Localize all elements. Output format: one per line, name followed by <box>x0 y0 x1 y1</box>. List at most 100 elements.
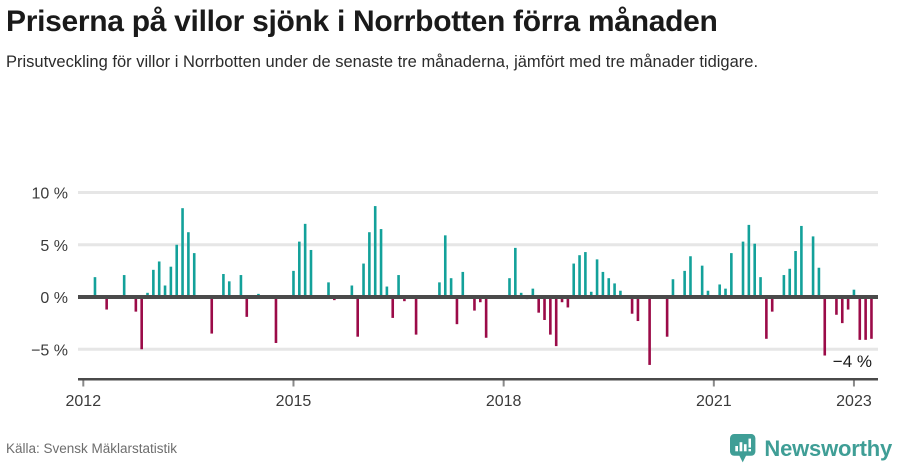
x-tick <box>502 380 505 387</box>
x-tick-label: 2015 <box>276 393 312 410</box>
value-annotation: −4 % <box>833 352 872 371</box>
brand-name: Newsworthy <box>764 436 892 461</box>
bar <box>683 270 686 297</box>
bar-series <box>93 206 873 365</box>
bar <box>298 241 301 297</box>
page-subtitle: Prisutveckling för villor i Norrbotten u… <box>6 53 759 72</box>
bar <box>572 263 576 297</box>
y-axis-tick-labels: 10 % 5 % 0 % −5 % <box>31 186 68 360</box>
zero-line <box>78 295 878 299</box>
x-tick-label: 2018 <box>486 393 522 410</box>
bar <box>578 255 581 297</box>
bar <box>689 256 692 297</box>
bar <box>175 244 179 297</box>
bar <box>93 277 97 297</box>
bar <box>373 206 377 297</box>
bar <box>800 225 803 297</box>
bar <box>835 297 838 315</box>
bar <box>589 291 593 297</box>
x-axis-line <box>78 378 878 387</box>
bar <box>817 267 821 297</box>
bar <box>753 243 756 297</box>
bar <box>362 263 365 297</box>
bar <box>379 229 383 297</box>
zero-axis-line <box>78 295 878 299</box>
x-axis-tick-labels: 2012 2015 2018 2021 2023 <box>66 393 872 410</box>
bar <box>584 252 587 297</box>
bar <box>245 297 249 317</box>
bar <box>385 286 389 297</box>
bar <box>770 297 774 312</box>
bar <box>782 275 786 297</box>
bar <box>788 268 792 297</box>
bar <box>823 297 827 356</box>
bar <box>595 259 599 297</box>
bar <box>613 283 616 297</box>
bar <box>368 232 371 297</box>
annotation-label: −4 % <box>833 352 872 371</box>
x-tick <box>852 380 855 387</box>
page-title: Priserna på villor sjönk i Norrbotten fö… <box>6 5 718 38</box>
bar <box>292 270 295 297</box>
gridline <box>78 243 878 247</box>
bar <box>852 289 856 297</box>
chart-header: Priserna på villor sjönk i Norrbotten fö… <box>6 4 886 75</box>
bar <box>461 271 465 297</box>
bar <box>636 297 640 322</box>
bar <box>327 282 330 297</box>
gridline <box>78 347 878 351</box>
bar <box>514 247 517 297</box>
bar <box>519 292 523 297</box>
bar <box>706 290 710 297</box>
bar <box>730 253 733 297</box>
bar <box>549 297 552 335</box>
bar <box>473 297 476 311</box>
bar <box>794 251 797 297</box>
bar <box>105 297 108 310</box>
bar <box>630 297 634 314</box>
bar <box>870 297 873 339</box>
bar <box>443 235 447 297</box>
source-credit: Källa: Svensk Mäklarstatistik <box>6 441 178 456</box>
bar <box>747 224 751 297</box>
chart-canvas: 10 % 5 % 0 % −5 % 2012 2015 2018 2021 2023 −4 % <box>31 186 878 410</box>
bar <box>537 297 540 313</box>
gridlines <box>78 191 878 351</box>
x-tick <box>712 380 715 387</box>
bar <box>140 297 143 350</box>
bar <box>601 271 605 297</box>
bar <box>146 292 149 297</box>
bar <box>157 261 161 297</box>
x-tick-label: 2021 <box>696 393 732 410</box>
x-axis-baseline <box>78 378 878 381</box>
bar <box>846 297 850 310</box>
bar <box>554 297 558 347</box>
bar <box>239 275 243 297</box>
bar <box>560 297 564 303</box>
x-tick-label: 2023 <box>836 393 872 410</box>
newsworthy-mark-icon <box>730 434 756 463</box>
bar <box>741 241 745 297</box>
bar <box>274 297 278 343</box>
bar <box>152 269 155 297</box>
bar <box>210 297 214 334</box>
bar <box>479 297 482 303</box>
bar <box>484 297 488 338</box>
bar <box>455 297 459 325</box>
bar <box>438 282 441 297</box>
bar-chart: 10 % 5 % 0 % −5 % 2012 2015 2018 2021 2023 −4 % <box>0 180 900 425</box>
y-tick-label: −5 % <box>31 342 68 359</box>
bar <box>724 288 727 297</box>
bar <box>134 297 138 312</box>
bar <box>391 297 395 318</box>
bar <box>122 275 126 297</box>
x-tick <box>292 380 295 387</box>
bar <box>397 275 400 297</box>
bar <box>671 279 675 297</box>
bar <box>700 265 704 297</box>
bar <box>187 232 190 297</box>
x-tick-label: 2012 <box>66 393 102 410</box>
bar <box>765 297 768 339</box>
bar <box>227 281 231 297</box>
